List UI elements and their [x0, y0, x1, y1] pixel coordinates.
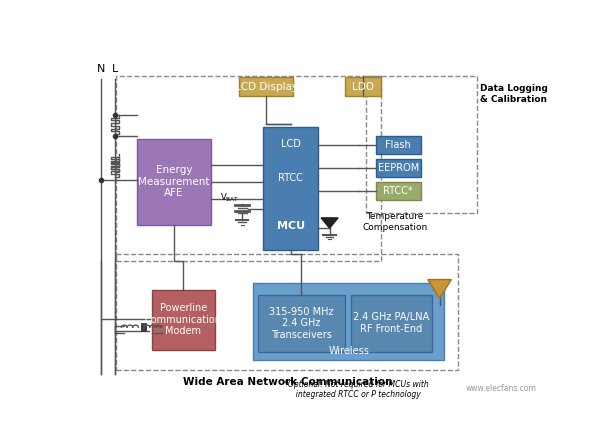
Bar [138, 139, 211, 225]
Bar [351, 295, 432, 352]
Polygon shape [428, 279, 451, 299]
Bar [367, 76, 477, 213]
Text: $\mathregular{V_{BAT}}$: $\mathregular{V_{BAT}}$ [220, 192, 240, 204]
Text: L: L [111, 64, 118, 74]
Text: Flash: Flash [385, 140, 411, 150]
Text: Temperature
Compensation: Temperature Compensation [362, 212, 428, 232]
Bar [116, 254, 459, 370]
Text: RTCC: RTCC [278, 174, 303, 183]
Bar [376, 158, 421, 178]
Text: LCD Display: LCD Display [234, 82, 298, 92]
Bar [376, 136, 421, 154]
Text: 2.4 GHz PA/LNA
RF Front-End: 2.4 GHz PA/LNA RF Front-End [353, 312, 429, 334]
Text: MCU: MCU [276, 222, 304, 231]
Text: LDO: LDO [352, 82, 374, 92]
Text: *Optional: Not required for MCUs with
  integrated RTCC or P technology: *Optional: Not required for MCUs with in… [284, 380, 429, 399]
Bar [258, 295, 345, 352]
Text: Data Logging
& Calibration: Data Logging & Calibration [480, 84, 547, 104]
Bar [376, 182, 421, 200]
Text: Energy
Measurement
AFE: Energy Measurement AFE [138, 165, 210, 198]
Text: Wide Area Network Communication: Wide Area Network Communication [183, 377, 392, 387]
Bar [152, 290, 216, 350]
Text: Wireless: Wireless [328, 346, 369, 356]
Bar [239, 77, 294, 96]
Bar [253, 283, 445, 360]
Text: www.elecfans.com: www.elecfans.com [465, 384, 537, 392]
Bar [264, 127, 318, 251]
Text: 315-950 MHz
2.4 GHz
Transceivers: 315-950 MHz 2.4 GHz Transceivers [269, 307, 334, 340]
Text: Powerline
Communication
Modem: Powerline Communication Modem [145, 303, 222, 336]
Bar [345, 77, 381, 96]
Text: N: N [96, 64, 105, 74]
Bar [116, 76, 381, 261]
Text: RTCC*: RTCC* [384, 186, 413, 196]
Text: LCD: LCD [281, 139, 301, 149]
Text: EEPROM: EEPROM [378, 163, 419, 173]
Polygon shape [321, 218, 338, 228]
